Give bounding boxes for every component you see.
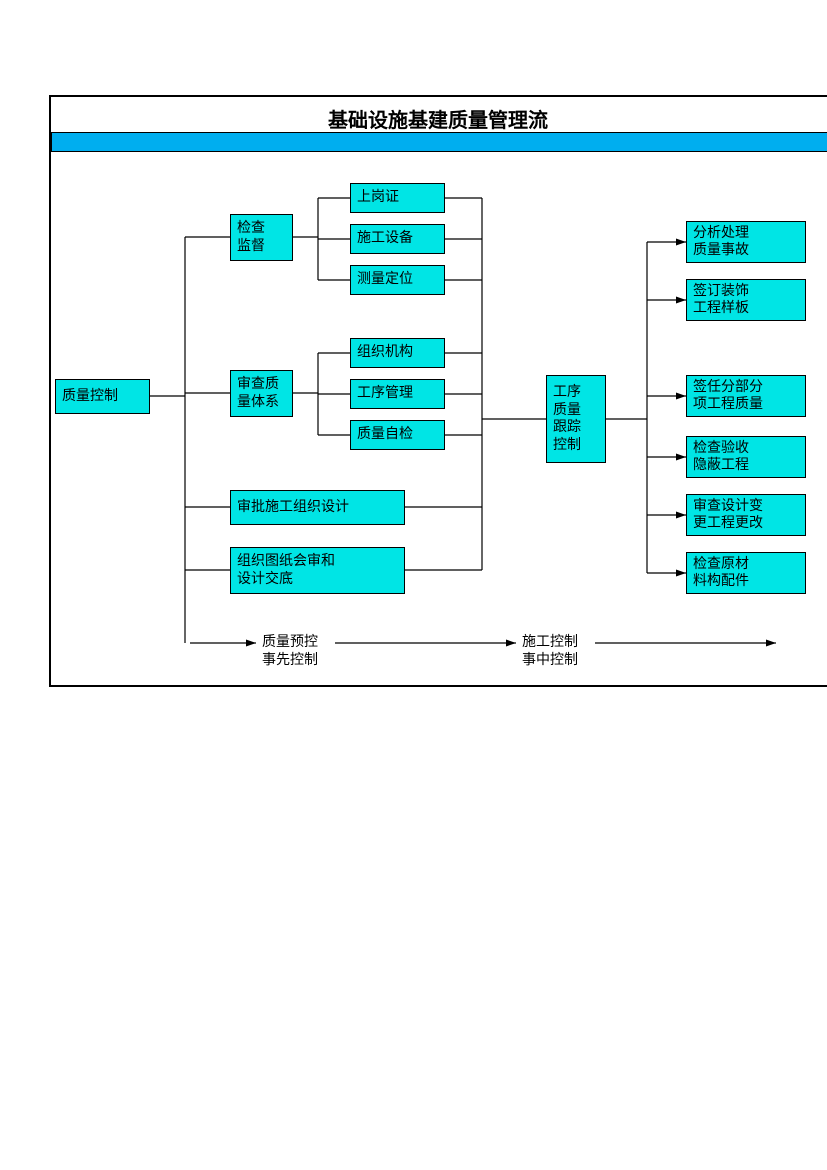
node-review-system: 审查质量体系 bbox=[230, 370, 293, 417]
node-analyze-accident: 分析处理质量事故 bbox=[686, 221, 806, 263]
node-review-change: 审查设计变更工程更改 bbox=[686, 494, 806, 536]
node-organize-review: 组织图纸会审和设计交底 bbox=[230, 547, 405, 594]
node-process-mgmt: 工序管理 bbox=[350, 379, 445, 409]
page: 基础设施基建质量管理流 质量控制 检查监督 审查质量体系 审批施工组织设计 组织… bbox=[0, 0, 827, 1170]
node-org-structure: 组织机构 bbox=[350, 338, 445, 368]
node-assign-quality: 签任分部分项工程质量 bbox=[686, 375, 806, 417]
node-approve-design: 审批施工组织设计 bbox=[230, 490, 405, 525]
node-inspect-supervise: 检查监督 bbox=[230, 214, 293, 261]
node-quality-control: 质量控制 bbox=[55, 379, 150, 414]
node-sign-sample: 签订装饰工程样板 bbox=[686, 279, 806, 321]
node-survey: 测量定位 bbox=[350, 265, 445, 295]
node-check-material: 检查原材料构配件 bbox=[686, 552, 806, 594]
title-bar bbox=[51, 132, 827, 152]
phase-construction-control: 施工控制事中控制 bbox=[522, 634, 578, 669]
node-self-check: 质量自检 bbox=[350, 420, 445, 450]
phase-pre-control: 质量预控事先控制 bbox=[262, 634, 318, 669]
node-equipment: 施工设备 bbox=[350, 224, 445, 254]
node-certificate: 上岗证 bbox=[350, 183, 445, 213]
node-track-control: 工序质量跟踪控制 bbox=[546, 375, 606, 463]
node-check-hidden: 检查验收隐蔽工程 bbox=[686, 436, 806, 478]
diagram-title: 基础设施基建质量管理流 bbox=[49, 104, 827, 133]
